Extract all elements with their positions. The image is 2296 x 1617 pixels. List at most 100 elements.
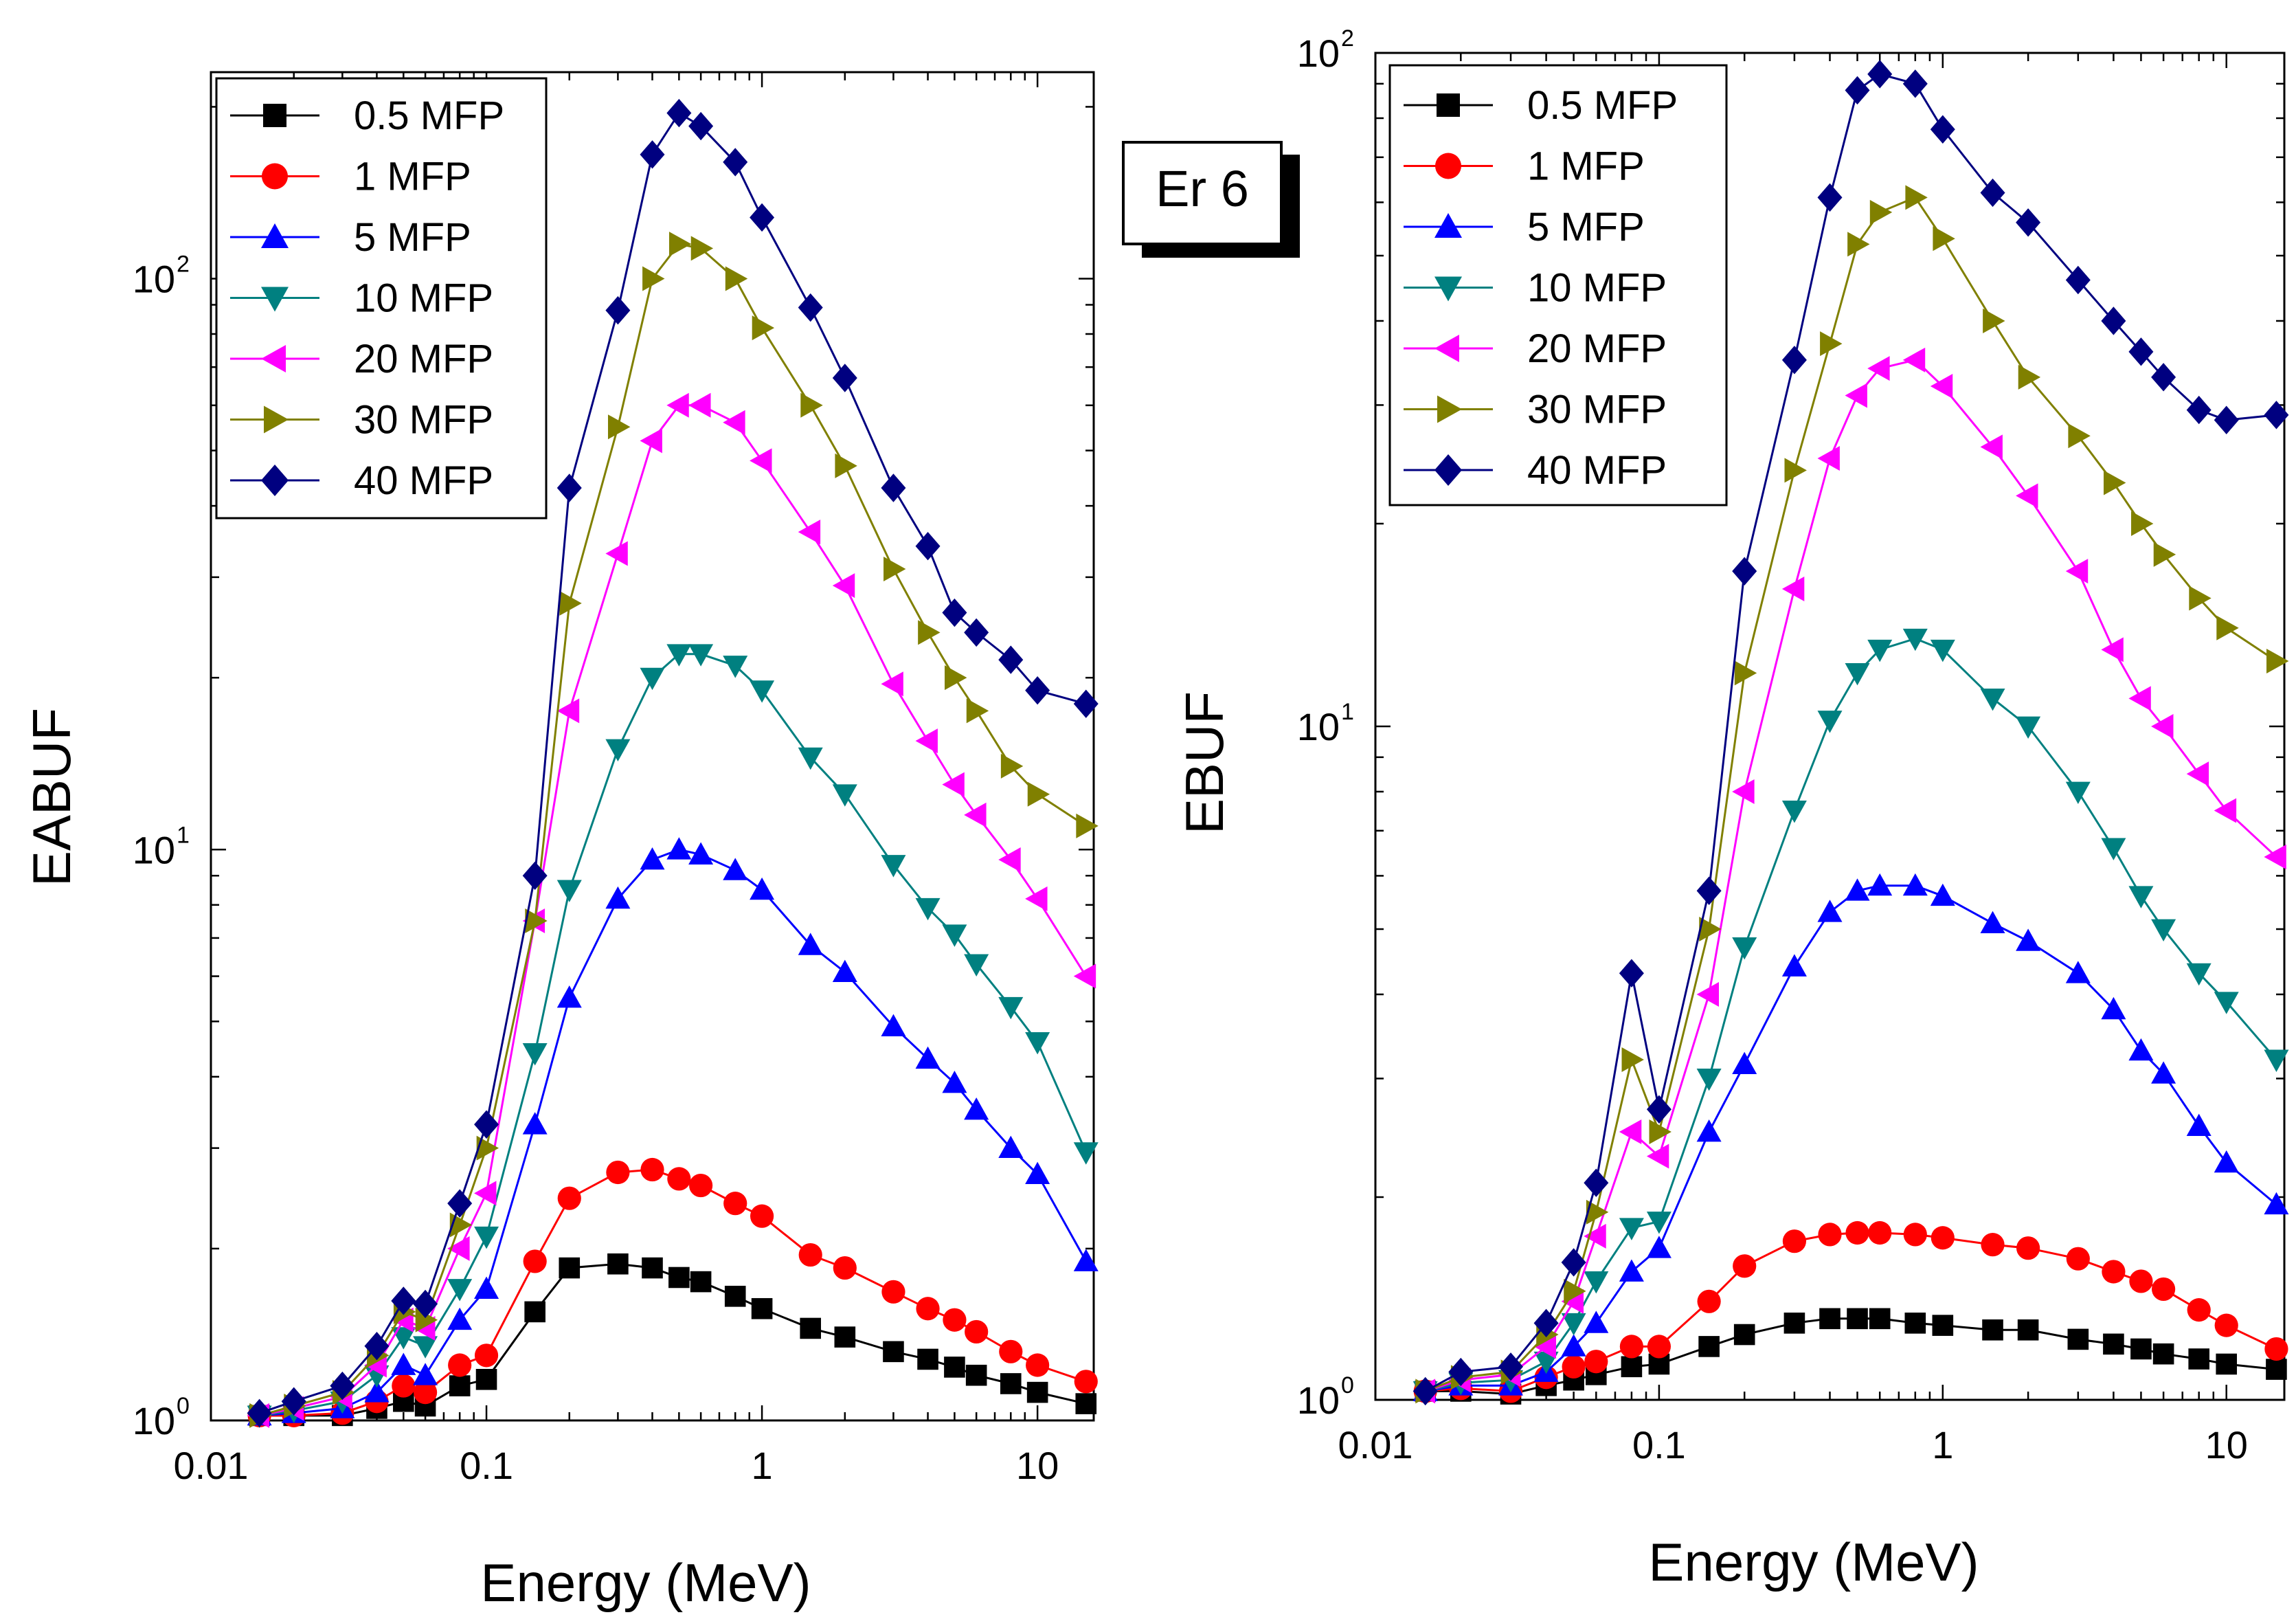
data-point [964,1097,989,1120]
data-point [1448,1357,1474,1387]
data-point [835,453,857,478]
data-point [883,1341,904,1363]
x-tick-label: 1 [1932,1423,1953,1467]
data-point [524,1301,545,1323]
data-point [640,1157,664,1182]
data-point [1533,1351,1559,1374]
data-point [1902,628,1928,651]
data-point [2186,395,2211,425]
legend-marker [1434,213,1462,238]
data-point [998,645,1024,674]
data-point [1025,1161,1050,1185]
data-point [1817,183,1843,212]
data-point [1000,753,1024,779]
legend-marker [1437,93,1460,117]
data-point [640,140,665,169]
data-point [556,473,582,502]
data-point [1025,1032,1050,1055]
data-point [1733,1324,1755,1346]
data-point [1696,981,1720,1007]
data-point [750,1204,774,1228]
data-point [2152,1343,2174,1365]
data-point [1817,900,1843,922]
data-point [1980,689,2005,711]
data-point [2152,1277,2176,1302]
data-point [556,985,582,1008]
legend-item: 0.5 MFP [230,93,504,138]
data-point [2128,886,2154,908]
data-point [2264,401,2289,430]
data-point [1817,446,1840,471]
data-point [391,1327,416,1350]
data-point [474,1343,499,1368]
data-point [525,908,548,934]
legend-label: 0.5 MFP [1527,83,1678,128]
data-point [448,1353,472,1377]
data-point [1696,876,1722,905]
series-line [259,848,1088,1417]
data-point [998,996,1024,1020]
legend-marker [261,465,289,496]
data-point [605,295,631,325]
y-tick-exponent: 1 [1341,699,1354,725]
data-point [2128,1038,2154,1061]
legend-label: 1 MFP [354,155,471,199]
legend-item: 10 MFP [230,276,493,321]
legend-item: 5 MFP [230,215,471,260]
data-point [1076,813,1099,838]
data-point [1781,576,1805,601]
data-point [556,880,582,902]
data-point [1619,1119,1642,1145]
data-point [832,573,855,599]
data-point [1025,886,1048,911]
y-tick-label: 10 1 [133,822,190,871]
data-point [1902,347,1926,372]
data-point [750,680,775,703]
data-point [447,1307,473,1330]
data-point [1413,1376,1438,1406]
data-point [2186,1113,2211,1136]
data-point [965,1364,987,1386]
data-point [642,1257,663,1279]
series-line [259,1168,1087,1417]
data-point [2129,1269,2153,1293]
data-point [1073,1142,1099,1165]
data-point [1930,373,1953,399]
data-point [1074,1370,1098,1394]
data-point [1732,779,1755,804]
data-point [1817,711,1843,733]
data-point [2018,364,2041,390]
data-point [1980,434,2003,460]
data-point [2101,838,2126,860]
data-point [2214,992,2239,1014]
data-point [605,739,631,761]
data-point [723,1192,747,1216]
series-line [259,404,1088,1417]
data-point [2128,686,2151,711]
data-point [557,1186,581,1210]
data-point [2214,405,2239,434]
data-point [2065,265,2091,295]
data-point [724,1286,746,1307]
data-point [1732,557,1757,586]
data-point [1783,1313,1805,1334]
data-point [2128,337,2154,366]
data-point [1868,1220,1892,1245]
data-point [668,1267,690,1289]
data-point [833,1256,857,1280]
data-point [364,1380,390,1403]
data-point [640,428,662,454]
data-point [1564,1278,1586,1304]
data-point [1902,873,1928,896]
data-point [832,364,857,392]
x-tick-label: 1 [752,1444,773,1487]
data-point [1784,458,1807,483]
data-point [942,924,967,947]
data-point [800,392,823,418]
data-point [917,1348,938,1370]
y-tick-label: 10 1 [1297,699,1354,748]
data-point [1867,639,1893,662]
legend-marker [264,405,289,434]
data-point [998,1135,1024,1159]
